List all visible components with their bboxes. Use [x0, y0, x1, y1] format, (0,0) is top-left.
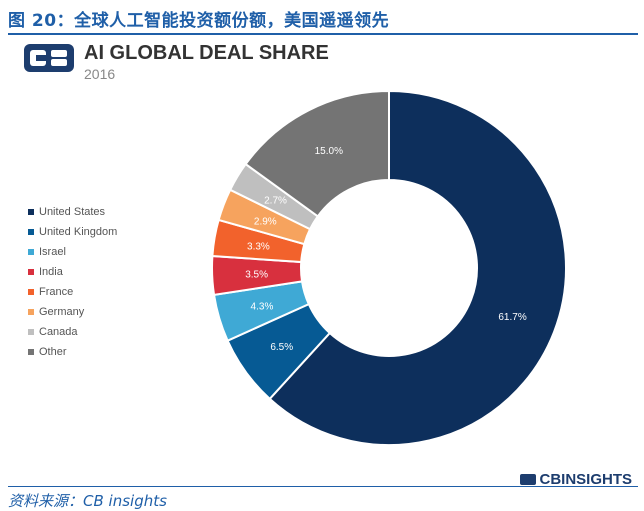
- legend-swatch: [28, 269, 34, 275]
- slice-value-label: 4.3%: [251, 302, 274, 313]
- legend-swatch: [28, 209, 34, 215]
- legend-label: United Kingdom: [39, 226, 118, 238]
- legend-label: Other: [39, 346, 67, 358]
- legend-swatch: [28, 329, 34, 335]
- slice-value-label: 2.9%: [254, 217, 277, 228]
- slice-value-label: 2.7%: [264, 196, 287, 207]
- chart-title: AI GLOBAL DEAL SHARE: [84, 42, 329, 64]
- brand-mark-icon: [520, 474, 537, 485]
- legend-label: France: [39, 286, 74, 298]
- legend-item: India: [28, 262, 117, 282]
- slice-value-label: 6.5%: [270, 342, 293, 353]
- legend-swatch: [28, 289, 34, 295]
- source-note: 资料来源：CB insights: [8, 492, 167, 510]
- legend-item: United States: [28, 202, 117, 222]
- legend-item: Israel: [28, 242, 117, 262]
- brand-name: CBINSIGHTS: [539, 471, 632, 488]
- legend-item: Germany: [28, 302, 117, 322]
- legend-label: India: [39, 266, 63, 278]
- slice-united-states: [268, 89, 567, 446]
- slice-value-label: 3.5%: [245, 270, 268, 281]
- slice-value-label: 61.7%: [498, 312, 526, 323]
- chart-legend: United States United Kingdom Israel India Fr…: [28, 202, 117, 362]
- brand-logo: CBINSIGHTS: [520, 471, 632, 488]
- legend-label: United States: [39, 206, 106, 218]
- legend-item: Other: [28, 342, 117, 362]
- figure-title: 图 20：全球人工智能投资额份额，美国遥遥领先: [8, 11, 390, 31]
- cb-insights-logo-icon: [24, 44, 74, 72]
- legend-swatch: [28, 229, 34, 235]
- legend-swatch: [28, 309, 34, 315]
- legend-swatch: [28, 249, 34, 255]
- legend-item: France: [28, 282, 117, 302]
- legend-label: Canada: [39, 326, 78, 338]
- title-divider: [8, 33, 638, 35]
- slice-value-label: 15.0%: [315, 146, 343, 157]
- legend-swatch: [28, 349, 34, 355]
- slice-value-label: 3.3%: [247, 241, 270, 252]
- legend-item: Canada: [28, 322, 117, 342]
- slice-other: [244, 89, 390, 218]
- chart-subtitle: 2016: [84, 66, 116, 82]
- legend-label: Israel: [39, 246, 66, 258]
- legend-item: United Kingdom: [28, 222, 117, 242]
- legend-label: Germany: [39, 306, 85, 318]
- source-divider: [8, 486, 638, 487]
